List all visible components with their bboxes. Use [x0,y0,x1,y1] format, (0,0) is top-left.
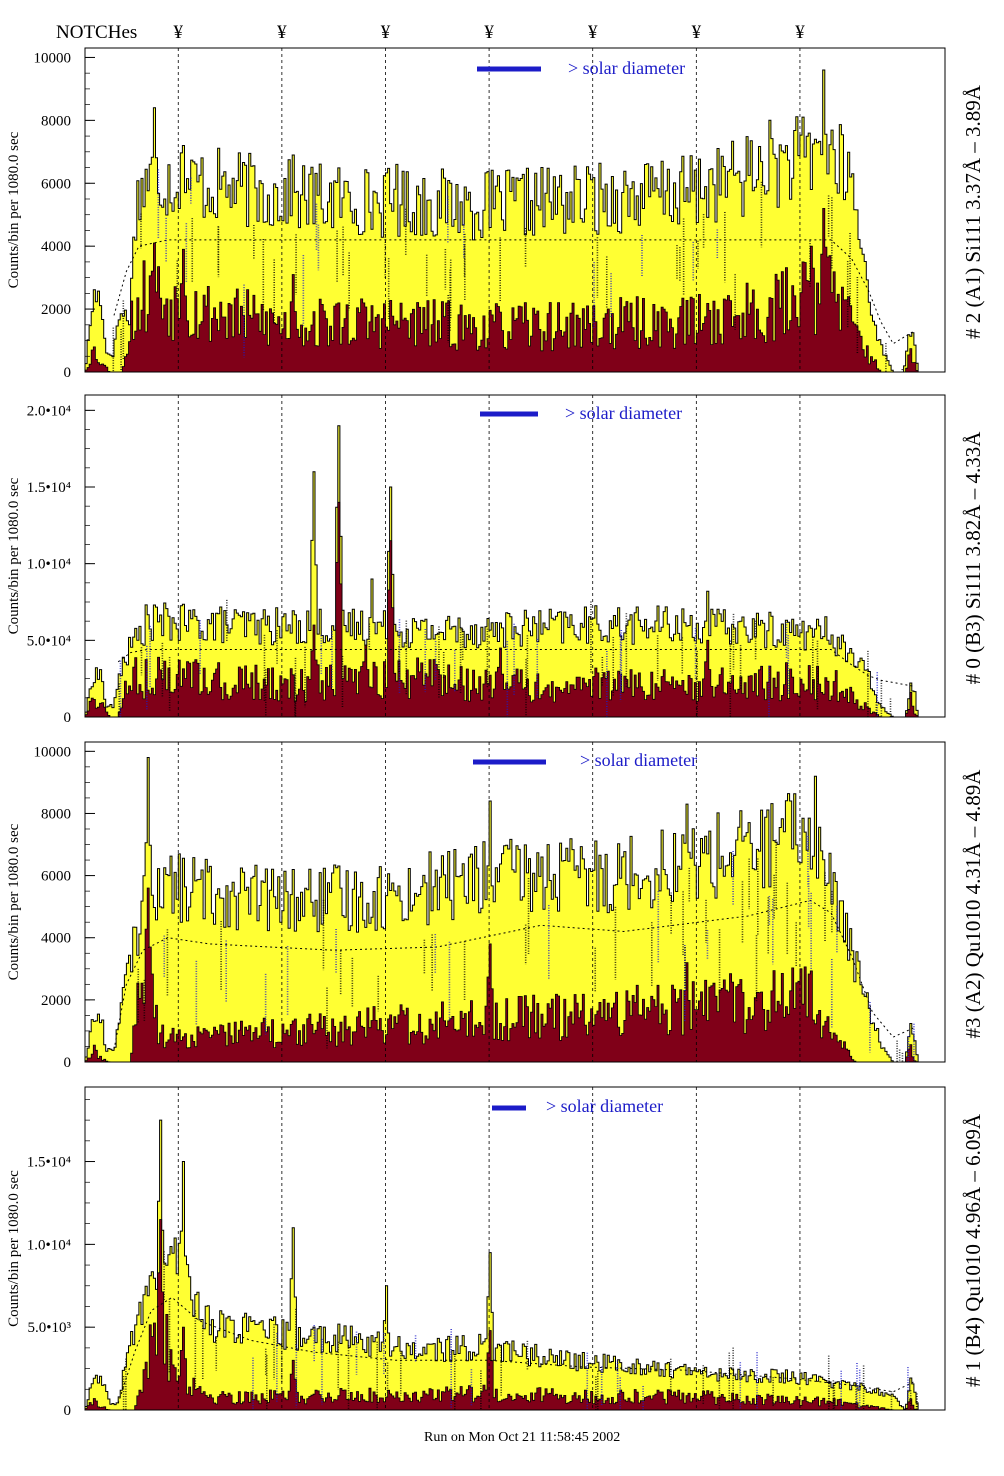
notch-mark: ¥ [588,22,598,43]
chart-panel: 0 2000 4000 6000 8000 10000 Counts/bin per 108… [6,741,985,1071]
y-tick-label: 4000 [41,239,71,255]
panel-label: # 1 (B4) Qu1010 4.96Å – 6.09Å [961,1113,985,1387]
histogram-total [85,69,945,372]
y-tick-label: 0 [64,1055,72,1071]
y-tick-label: 8000 [41,113,71,129]
notch-header: NOTCHes ¥ ¥ ¥ ¥ ¥ ¥ ¥ [56,22,805,43]
chart-panel: 0 5.0•10⁴ 1.0•10⁴ 1.5•10⁴ 2.0•10⁴ Counts/bin … [6,394,985,726]
y-axis-label: Counts/bin per 1080.0 sec [6,823,22,980]
notch-marks: ¥ ¥ ¥ ¥ ¥ ¥ ¥ [174,22,806,43]
y-tick-label: 1.5•10⁴ [27,1155,71,1171]
plot-area [85,69,945,372]
notch-mark: ¥ [795,22,805,43]
y-axis-label: Counts/bin per 1080.0 sec [6,477,22,634]
legend-label: > solar diameter [568,58,685,78]
y-axis-label: Counts/bin per 1080.0 sec [6,131,22,288]
y-tick-label: 2000 [41,993,71,1009]
panel-label: #3 (A2) Qu1010 4.31Å – 4.89Å [961,769,985,1039]
y-tick-label: 0 [64,710,72,726]
legend-label: > solar diameter [565,403,682,423]
panel-frame [84,741,946,1063]
histogram-lower [85,887,945,1062]
histogram-lower [85,208,945,372]
legend-label: > solar diameter [546,1096,663,1116]
y-axis-label: Counts/bin per 1080.0 sec [6,1170,22,1327]
y-tick-label: 0 [64,365,72,381]
histogram-lower [85,1219,945,1410]
histogram-total [85,1119,945,1410]
y-tick-label: 1.0•10⁴ [27,1237,71,1253]
y-tick-label: 2.0•10⁴ [27,403,71,419]
histogram-lower [85,501,945,717]
panel-frame [84,394,946,718]
legend-label: > solar diameter [580,750,697,770]
panel-label: # 0 (B3) Si111 3.82Å – 4.33Å [961,431,985,685]
notches-title: NOTCHes [56,22,137,43]
panel-frame [84,47,946,373]
chart-panel: 0 5.0•10³ 1.0•10⁴ 1.5•10⁴ Counts/bin per 108… [6,1086,985,1419]
run-footer: Run on Mon Oct 21 11:58:45 2002 [424,1430,620,1445]
y-tick-label: 1.5•10⁴ [27,480,71,496]
notch-mark: ¥ [484,22,494,43]
y-tick-label: 8000 [41,806,71,822]
panels: 0 2000 4000 6000 8000 10000 Counts/bin per 108… [6,47,985,1419]
plot-area [85,757,945,1062]
model-curve [117,1296,915,1404]
notch-mark: ¥ [692,22,702,43]
histogram-total [85,425,945,717]
notch-mark: ¥ [174,22,184,43]
plot-area [85,425,945,717]
panel-label: # 2 (A1) Si111 3.37Å – 3.89Å [961,84,985,339]
y-tick-label: 10000 [34,50,72,66]
y-tick-label: 2000 [41,302,71,318]
y-tick-label: 1.0•10⁴ [27,557,71,573]
panel-frame [84,1086,946,1411]
notch-mark: ¥ [381,22,391,43]
chart-panel: 0 2000 4000 6000 8000 10000 Counts/bin per 108… [6,47,985,381]
model-curve [113,239,915,345]
histogram-total [85,757,945,1062]
plot-area [85,1119,945,1410]
y-tick-label: 5.0•10³ [28,1320,72,1336]
y-tick-label: 6000 [41,869,71,885]
y-tick-label: 0 [64,1403,72,1419]
y-tick-label: 5.0•10⁴ [27,633,71,649]
notch-mark: ¥ [277,22,287,43]
y-tick-label: 6000 [41,176,71,192]
y-tick-label: 10000 [34,744,72,760]
y-tick-label: 4000 [41,931,71,947]
